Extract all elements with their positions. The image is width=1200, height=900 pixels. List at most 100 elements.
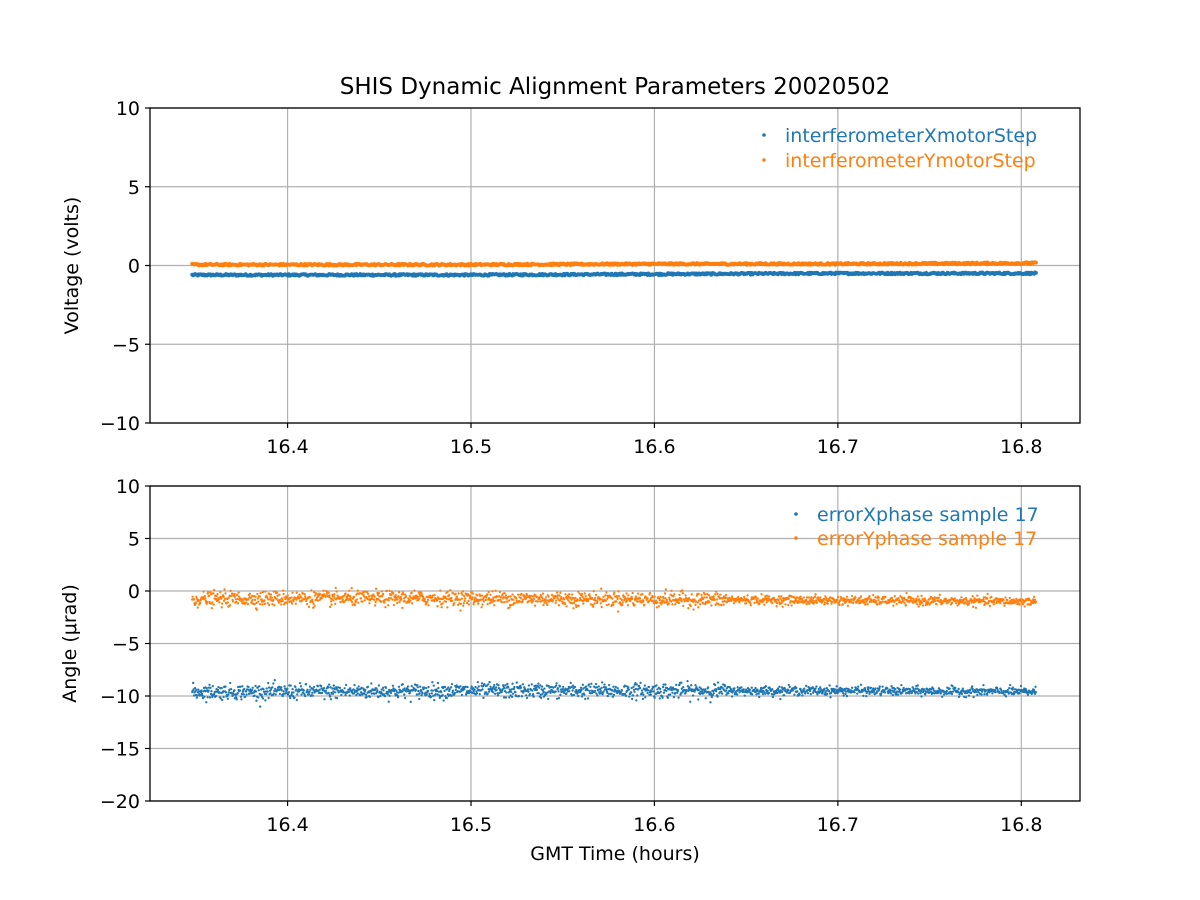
bottom-data-point — [329, 600, 333, 603]
bottom-data-point — [304, 595, 307, 598]
bottom-data-point — [221, 698, 224, 702]
bottom-data-point — [656, 601, 659, 604]
bottom-data-point — [604, 599, 608, 603]
bottom-data-point — [480, 594, 484, 597]
bottom-data-point — [939, 692, 942, 695]
bottom-data-point — [554, 690, 557, 693]
bottom-data-point — [712, 595, 715, 598]
bottom-data-point — [267, 603, 271, 607]
bottom-data-point — [498, 590, 502, 594]
bottom-data-point — [513, 601, 517, 604]
bottom-data-point — [350, 601, 354, 604]
bottom-data-point — [519, 686, 523, 689]
bottom-data-point — [262, 687, 265, 691]
bottom-data-point — [347, 690, 350, 694]
bottom-data-point — [592, 605, 595, 608]
bottom-data-point — [207, 689, 210, 692]
bottom-data-point — [365, 696, 368, 699]
bottom-data-point — [787, 603, 790, 607]
bottom-data-point — [542, 603, 545, 607]
bottom-data-point — [878, 687, 881, 690]
bottom-data-point — [253, 694, 256, 697]
bottom-data-point — [699, 599, 703, 602]
bottom-data-point — [298, 681, 302, 685]
bottom-data-point — [564, 593, 567, 596]
bottom-data-point — [866, 688, 870, 691]
bottom-data-point — [244, 690, 248, 693]
bottom-data-point — [257, 600, 260, 603]
top-y-tick-label: 0 — [128, 256, 140, 278]
bottom-data-point — [682, 604, 685, 607]
bottom-data-point — [403, 696, 407, 700]
bottom-data-point — [467, 599, 470, 603]
bottom-data-point — [809, 692, 812, 696]
bottom-data-point — [410, 591, 413, 594]
bottom-data-point — [408, 691, 411, 695]
bottom-data-point — [286, 594, 290, 597]
bottom-data-point — [427, 604, 430, 607]
bottom-data-point — [948, 687, 951, 690]
bottom-data-point — [602, 595, 605, 599]
bottom-data-point — [532, 693, 535, 696]
bottom-data-point — [493, 683, 496, 687]
bottom-data-point — [320, 691, 324, 695]
bottom-data-point — [708, 601, 711, 604]
bottom-data-point — [982, 683, 985, 687]
bottom-data-point — [547, 595, 550, 598]
bottom-data-point — [676, 689, 680, 692]
bottom-data-point — [373, 598, 376, 601]
bottom-data-point — [488, 680, 491, 684]
bottom-data-point — [460, 693, 464, 697]
bottom-data-point — [543, 601, 546, 605]
bottom-data-point — [573, 685, 577, 689]
bottom-data-point — [657, 605, 661, 608]
bottom-data-point — [462, 604, 465, 607]
bottom-data-point — [437, 686, 440, 690]
bottom-data-point — [489, 685, 492, 688]
bottom-data-point — [433, 600, 436, 603]
bottom-data-point — [365, 693, 368, 697]
bottom-data-point — [454, 592, 457, 595]
bottom-data-point — [395, 689, 398, 692]
bottom-data-point — [419, 688, 423, 692]
bottom-data-point — [275, 591, 279, 594]
bottom-data-point — [777, 599, 780, 602]
top-x-tick-label: 16.7 — [817, 436, 859, 458]
bottom-data-point — [433, 594, 436, 597]
bottom-data-point — [329, 686, 332, 689]
bottom-data-point — [604, 686, 608, 689]
bottom-data-point — [777, 595, 781, 598]
bottom-data-point — [426, 690, 430, 693]
bottom-data-point — [919, 692, 922, 695]
bottom-data-point — [294, 602, 297, 605]
bottom-data-point — [254, 684, 257, 688]
bottom-data-point — [453, 602, 456, 605]
bottom-data-point — [463, 599, 466, 603]
bottom-data-point — [481, 688, 484, 691]
bottom-data-point — [278, 692, 282, 696]
bottom-data-point — [945, 689, 949, 693]
bottom-data-point — [562, 685, 565, 689]
bottom-data-point — [206, 600, 209, 604]
bottom-data-point — [242, 693, 245, 696]
bottom-data-point — [477, 685, 480, 688]
bottom-data-point — [459, 685, 462, 688]
bottom-data-point — [626, 604, 630, 607]
bottom-data-point — [341, 598, 344, 601]
bottom-data-point — [271, 686, 274, 689]
bottom-data-point — [328, 695, 332, 698]
bottom-data-point — [767, 691, 771, 695]
chart-title: SHIS Dynamic Alignment Parameters 200205… — [340, 74, 891, 100]
bottom-data-point — [712, 692, 715, 695]
bottom-data-point — [706, 686, 710, 689]
bottom-data-point — [763, 603, 766, 606]
bottom-data-point — [814, 687, 817, 690]
bottom-data-point — [954, 686, 957, 690]
bottom-data-point — [399, 595, 403, 599]
bottom-data-point — [556, 686, 560, 690]
bottom-data-point — [444, 600, 448, 603]
bottom-data-point — [603, 683, 606, 686]
bottom-data-point — [630, 597, 634, 600]
bottom-data-point — [253, 603, 256, 606]
bottom-data-point — [653, 696, 656, 699]
